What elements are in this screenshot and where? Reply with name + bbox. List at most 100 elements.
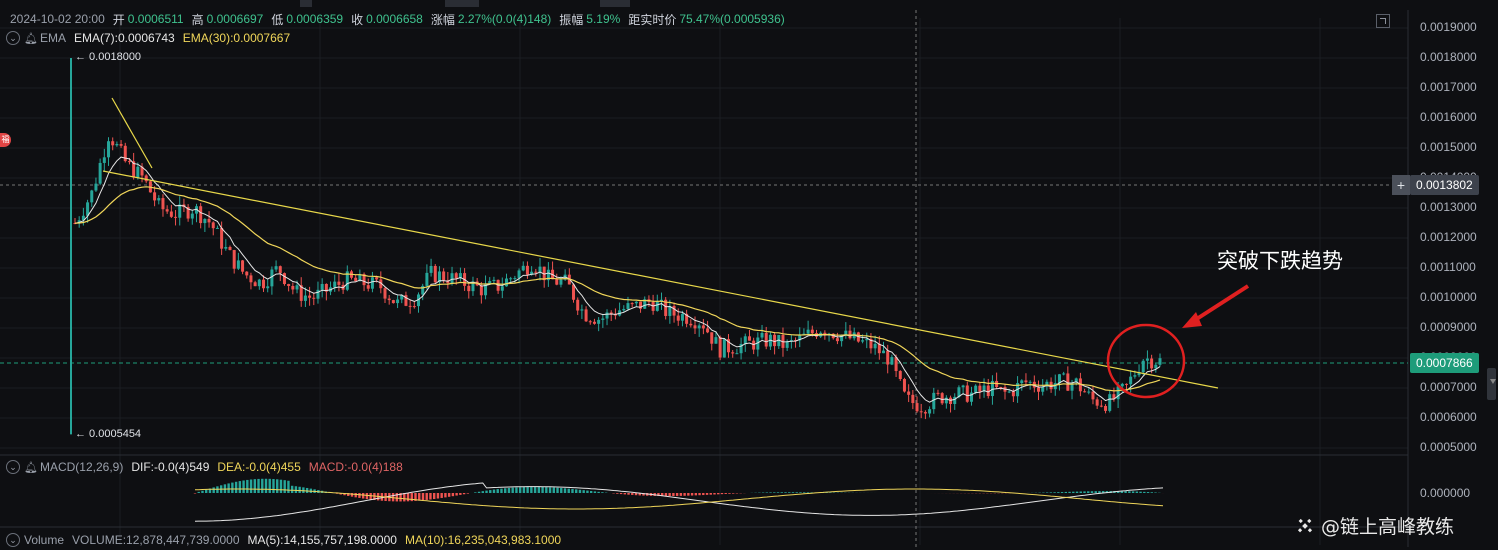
candle-body	[304, 296, 307, 301]
breakout-circle	[1108, 325, 1184, 397]
bell-icon[interactable]: 🔔︎	[24, 461, 38, 474]
candle-body	[1008, 391, 1011, 392]
candle-body	[312, 298, 315, 299]
open-label: 开	[113, 11, 125, 28]
macd-histogram-bar	[194, 493, 196, 494]
price-axis-tick: 0.0015000	[1420, 140, 1477, 154]
candle-body	[1087, 392, 1090, 393]
macd-dea-value: DEA:-0.0(4)455	[217, 460, 300, 474]
macd-dif-value: DIF:-0.0(4)549	[131, 460, 209, 474]
volume-indicator-name[interactable]: Volume	[24, 533, 64, 547]
candle-body	[1104, 406, 1107, 411]
candle-body	[430, 266, 433, 273]
price-axis-tick: 0.0007000	[1420, 380, 1477, 394]
macd-histogram-bar	[231, 483, 233, 493]
candle-body	[216, 228, 219, 229]
candle-body	[1121, 384, 1124, 386]
macd-histogram-bar	[1147, 492, 1149, 493]
macd-histogram-bar	[706, 493, 708, 495]
candle-body	[90, 191, 93, 203]
macd-histogram-bar	[683, 493, 685, 496]
macd-histogram-bar	[1087, 491, 1089, 493]
macd-histogram-bar	[717, 493, 719, 494]
candle-body	[903, 379, 906, 392]
distance-value: 75.47%(0.0005936)	[679, 12, 784, 26]
macd-indicator-name[interactable]: MACD(12,26,9)	[40, 460, 123, 474]
candle-body	[492, 280, 495, 281]
macd-histogram-bar	[422, 493, 424, 500]
ema-indicator-name[interactable]: EMA	[40, 31, 66, 45]
candle-body	[1108, 394, 1111, 411]
candle-body	[262, 280, 265, 289]
candle-body	[534, 272, 537, 273]
candle-body	[191, 214, 194, 219]
candle-body	[719, 337, 722, 357]
candle-body	[279, 266, 282, 273]
breakout-annotation: 突破下跌趋势	[1217, 245, 1343, 275]
macd-histogram-bar	[672, 493, 674, 496]
candle-body	[1100, 406, 1103, 407]
macd-histogram-bar	[272, 479, 274, 493]
close-value: 0.0006658	[366, 12, 423, 26]
macd-histogram-bar	[784, 492, 786, 493]
macd-histogram-bar	[553, 487, 555, 493]
price-axis-tick: 0.0018000	[1420, 50, 1477, 64]
candle-body	[442, 271, 445, 280]
macd-histogram-bar	[560, 488, 562, 493]
candle-body	[585, 309, 588, 321]
candle-body	[949, 398, 952, 404]
macd-histogram-bar	[355, 493, 357, 497]
macd-histogram-bar	[485, 491, 487, 493]
high-value: 0.0006697	[207, 12, 264, 26]
candle-body	[1024, 380, 1027, 382]
macd-histogram-bar	[455, 493, 457, 496]
macd-histogram-bar	[1076, 492, 1078, 493]
macd-histogram-bar	[302, 487, 304, 493]
add-alert-button[interactable]: +	[1392, 175, 1410, 195]
macd-histogram-bar	[590, 491, 592, 493]
candle-body	[635, 302, 638, 304]
ema30-line	[75, 187, 1160, 391]
macd-dea-line	[195, 489, 1163, 509]
macd-histogram-bar	[665, 493, 667, 496]
macd-histogram-bar	[799, 492, 801, 493]
candle-body	[744, 336, 747, 344]
candle-body	[622, 309, 625, 310]
candle-body	[572, 284, 575, 299]
candle-body	[1142, 361, 1145, 373]
candle-body	[1129, 377, 1132, 385]
scroll-handle[interactable]	[1487, 368, 1496, 400]
macd-histogram-bar	[444, 493, 446, 497]
bell-icon[interactable]: 🔔︎	[24, 32, 38, 45]
chevron-down-icon[interactable]: ⌄	[6, 460, 20, 474]
candle-body	[911, 395, 914, 403]
chevron-down-icon[interactable]: ⌄	[6, 31, 20, 45]
macd-histogram-bar	[362, 493, 364, 499]
macd-histogram-bar	[1068, 492, 1070, 493]
candle-body	[220, 228, 223, 249]
candle-body	[1062, 373, 1065, 374]
macd-histogram-bar	[710, 493, 712, 495]
binance-logo-icon	[1295, 516, 1315, 536]
macd-histogram-bar	[803, 492, 805, 493]
low-label: 低	[271, 11, 283, 28]
candle-body	[254, 282, 257, 286]
price-axis-tick: 0.0005000	[1420, 440, 1477, 454]
chevron-down-icon[interactable]: ⌄	[6, 533, 20, 547]
candle-body	[1159, 358, 1162, 365]
candle-body	[807, 330, 810, 334]
candle-body	[245, 272, 248, 276]
candle-body	[178, 205, 181, 218]
macd-histogram-bar	[556, 488, 558, 493]
fullscreen-icon[interactable]	[1376, 14, 1390, 28]
candle-body	[576, 300, 579, 311]
candle-body	[266, 286, 269, 288]
macd-histogram-bar	[198, 492, 200, 493]
max-price-marker: ← 0.0018000	[75, 51, 141, 63]
candle-body	[249, 275, 252, 282]
macd-histogram-bar	[620, 493, 622, 494]
macd-histogram-bar	[280, 480, 282, 493]
macd-histogram-bar	[601, 492, 603, 493]
ema7-value: EMA(7):0.0006743	[74, 31, 175, 45]
candle-body	[890, 357, 893, 364]
